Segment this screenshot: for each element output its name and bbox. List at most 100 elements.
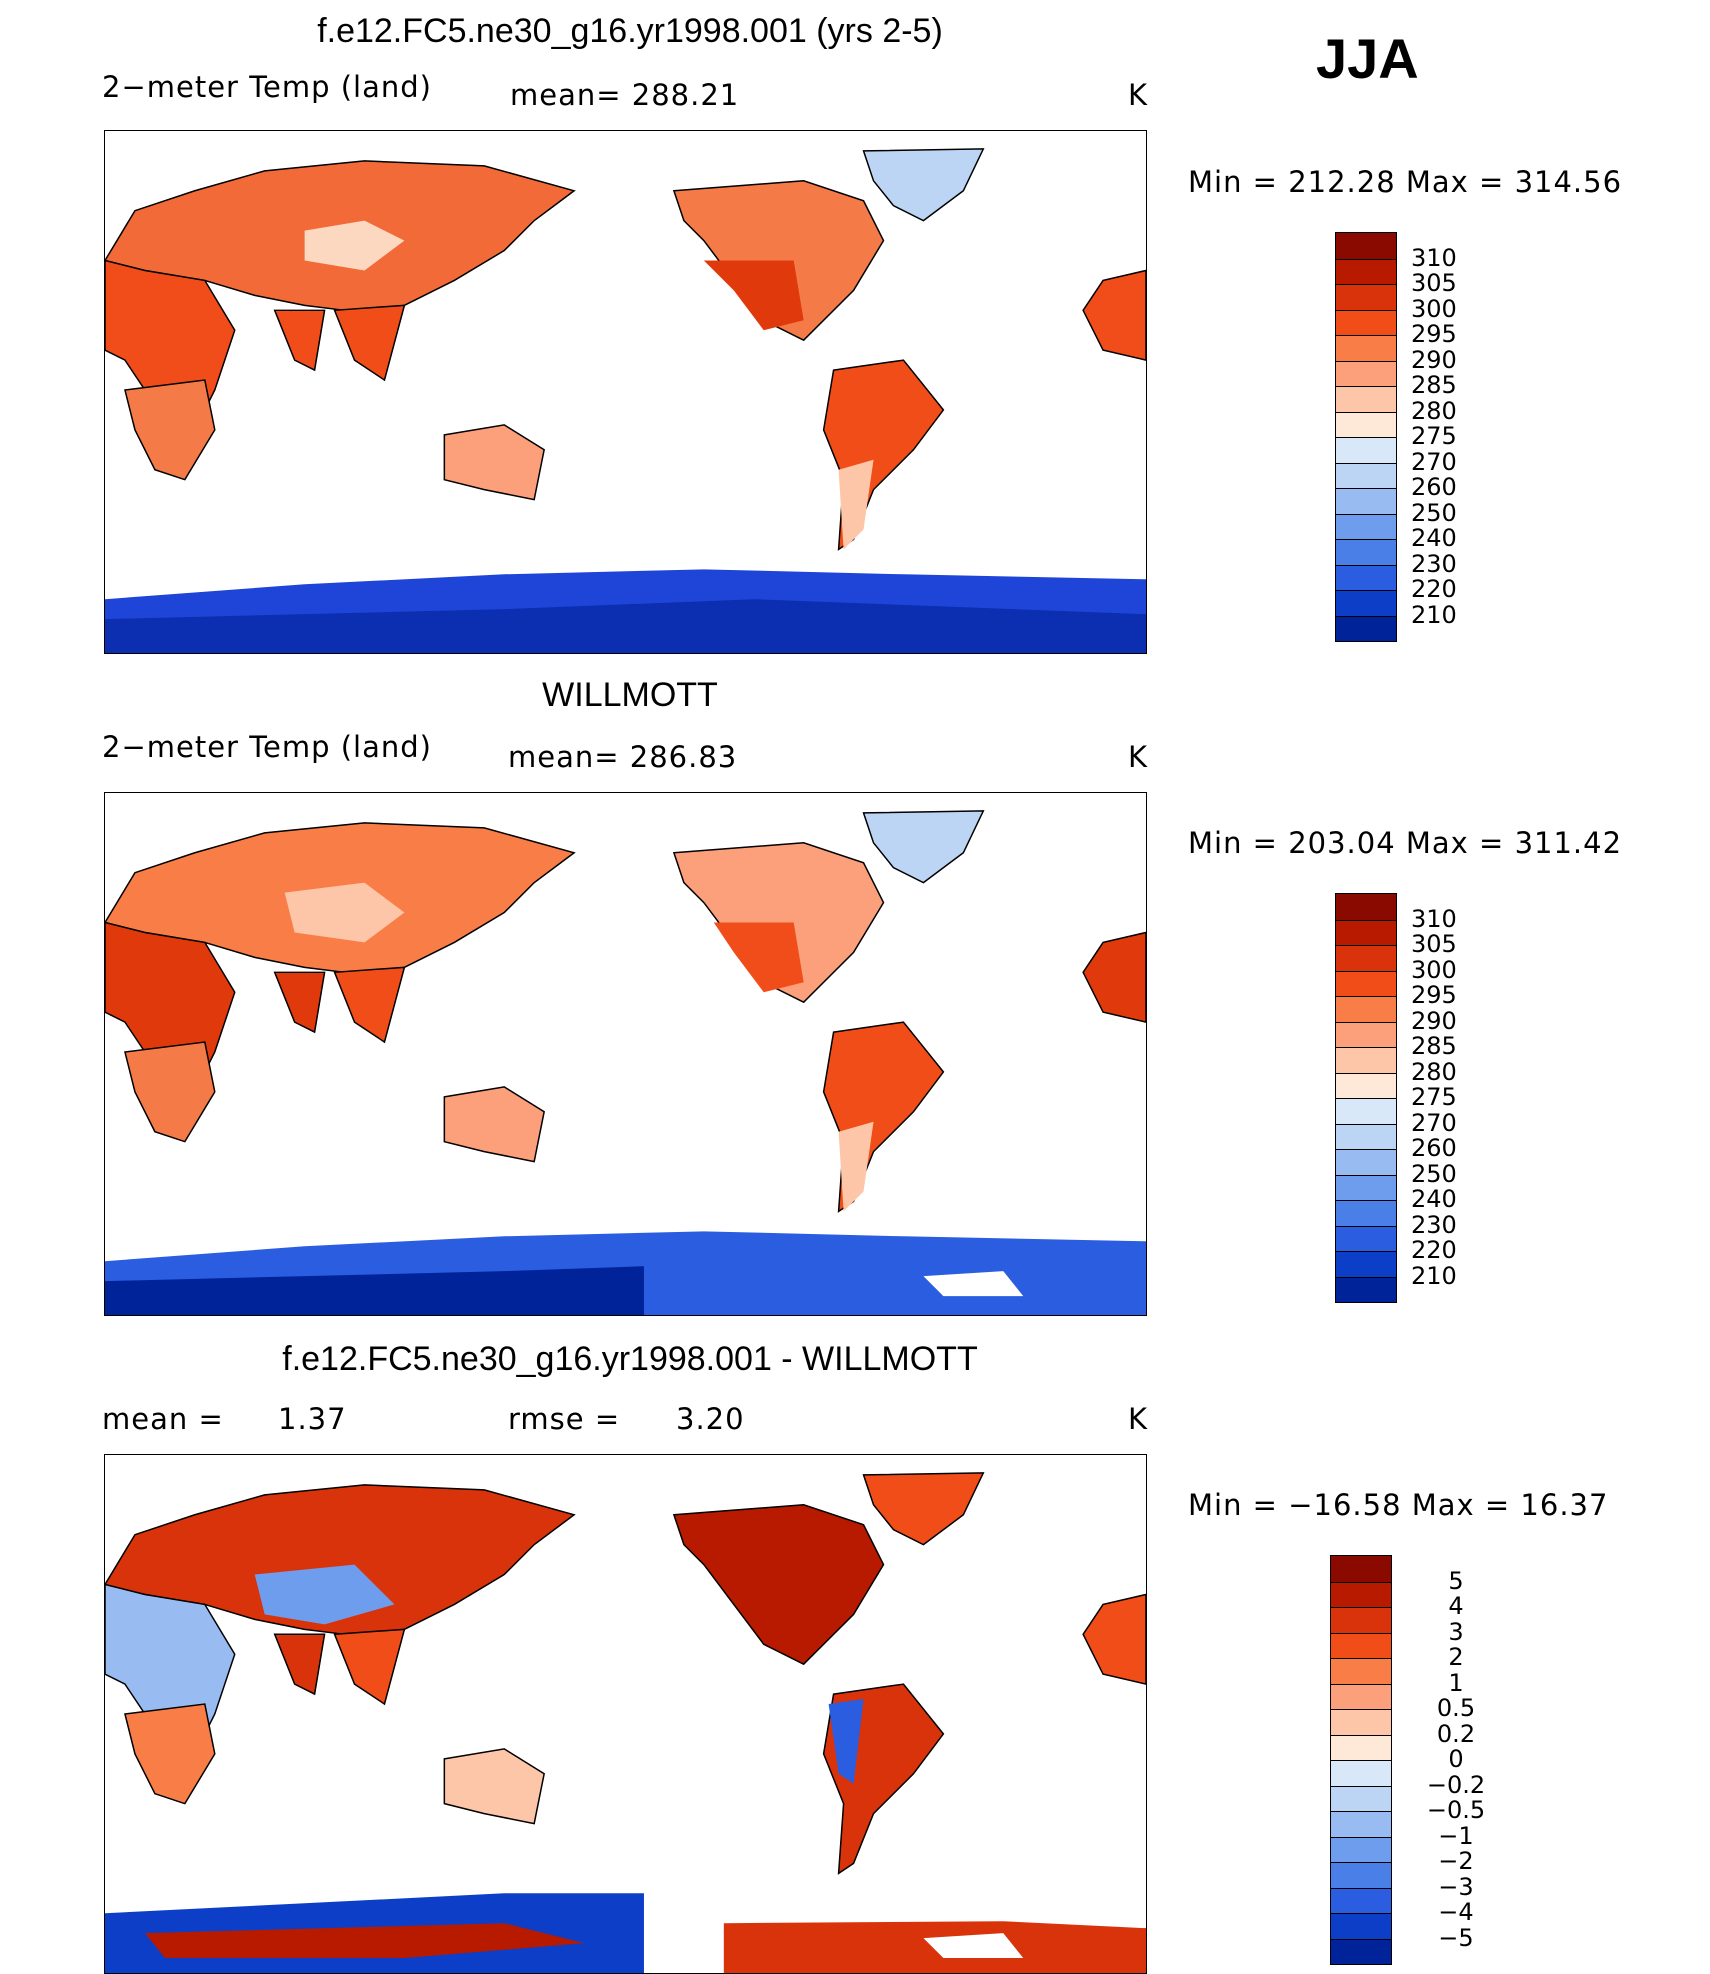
colorbar-segment	[1336, 488, 1396, 514]
colorbar-segment	[1331, 1836, 1391, 1862]
panel-2-title: WILLMOTT	[542, 676, 718, 714]
panel-1-minmax: Min = 212.28 Max = 314.56	[1188, 165, 1623, 199]
colorbar-tick-label: 230	[1411, 1210, 1457, 1239]
colorbar-tick-label: −3	[1438, 1872, 1474, 1901]
colorbar-segment	[1331, 1887, 1391, 1913]
map-canvas-3	[105, 1472, 1146, 1973]
colorbar-segment	[1336, 1123, 1396, 1149]
colorbar-tick-label: 295	[1411, 320, 1457, 348]
colorbar-segment	[1336, 335, 1396, 361]
map-canvas-1	[105, 148, 1146, 653]
colorbar-tick-label: −5	[1438, 1923, 1474, 1952]
colorbar-tick-label: 4	[1448, 1592, 1464, 1620]
colorbar-tick-label: 5	[1448, 1566, 1464, 1595]
colorbar-segment	[1336, 970, 1396, 996]
colorbar-segment	[1336, 1021, 1396, 1047]
panel-3-title: f.e12.FC5.ne30_g16.yr1998.001 - WILLMOTT	[282, 1340, 978, 1378]
colorbar-tick-label: 220	[1411, 575, 1457, 603]
colorbar-tick-label: 1	[1448, 1668, 1464, 1697]
colorbar-segment	[1331, 1938, 1391, 1964]
colorbar-segment	[1336, 360, 1396, 386]
difference-map	[104, 1454, 1147, 1974]
colorbar-segment	[1336, 258, 1396, 284]
colorbar-segment	[1336, 1174, 1396, 1200]
colorbar-tick-label: −0.2	[1426, 1770, 1486, 1799]
panel-2-variable-label: 2−meter Temp (land)	[102, 730, 432, 764]
colorbar-tick-label: 310	[1411, 243, 1457, 272]
colorbar-tick-label: 240	[1411, 524, 1457, 552]
colorbar-tick-label: 300	[1411, 294, 1457, 323]
colorbar-tick-label: −1	[1438, 1821, 1474, 1850]
colorbar-tick-label: 0.2	[1436, 1719, 1476, 1748]
colorbar-tick-label: 295	[1411, 981, 1457, 1009]
obs-temperature-map	[104, 792, 1147, 1316]
season-label: JJA	[1316, 27, 1419, 90]
colorbar-tick-label: 260	[1411, 473, 1457, 501]
panel-1-units-label: K	[1128, 78, 1149, 112]
colorbar-segment	[1336, 462, 1396, 488]
panel-2-mean-label: mean= 286.83	[508, 740, 738, 774]
colorbar-segment	[1336, 513, 1396, 539]
colorbar-segment	[1336, 386, 1396, 412]
colorbar-tick-label: 270	[1411, 447, 1457, 476]
map-canvas-2	[105, 810, 1146, 1315]
panel-3-rmse-value: 3.20	[676, 1402, 745, 1436]
panel-2-colorbar	[1335, 893, 1397, 1303]
panel-3-mean-value: 1.37	[278, 1402, 347, 1436]
colorbar-tick-label: 210	[1411, 600, 1457, 629]
panel-1-variable-label: 2−meter Temp (land)	[102, 70, 432, 104]
colorbar-segment	[1336, 1047, 1396, 1073]
colorbar-segment	[1336, 1072, 1396, 1098]
colorbar-segment	[1331, 1862, 1391, 1888]
colorbar-segment	[1336, 233, 1396, 259]
panel-3-minmax: Min = −16.58 Max = 16.37	[1188, 1488, 1609, 1522]
colorbar-tick-label: 220	[1411, 1236, 1457, 1264]
colorbar-segment	[1331, 1581, 1391, 1607]
colorbar-segment	[1336, 1251, 1396, 1277]
colorbar-segment	[1331, 1913, 1391, 1939]
colorbar-tick-label: 270	[1411, 1108, 1457, 1137]
colorbar-segment	[1336, 539, 1396, 565]
colorbar-segment	[1336, 590, 1396, 616]
panel-3-mean-label: mean =	[102, 1402, 224, 1436]
colorbar-segment	[1331, 1658, 1391, 1684]
colorbar-tick-label: 280	[1411, 1057, 1457, 1086]
colorbar-segment	[1331, 1785, 1391, 1811]
colorbar-tick-label: 275	[1411, 1083, 1457, 1111]
colorbar-tick-label: −2	[1438, 1847, 1474, 1875]
colorbar-segment	[1336, 894, 1396, 920]
colorbar-tick-label: 300	[1411, 955, 1457, 984]
colorbar-tick-label: 250	[1411, 498, 1457, 527]
colorbar-segment	[1336, 1149, 1396, 1175]
colorbar-segment	[1336, 437, 1396, 463]
colorbar-tick-label: 260	[1411, 1134, 1457, 1162]
colorbar-segment	[1331, 1556, 1391, 1582]
colorbar-tick-label: 2	[1448, 1643, 1464, 1671]
colorbar-tick-label: 280	[1411, 396, 1457, 425]
panel-1-mean-label: mean= 288.21	[510, 78, 740, 112]
colorbar-segment	[1336, 615, 1396, 641]
panel-3-units-label: K	[1128, 1402, 1149, 1436]
colorbar-tick-label: 0	[1448, 1745, 1464, 1773]
colorbar-tick-label: −0.5	[1426, 1796, 1486, 1824]
colorbar-tick-label: 240	[1411, 1185, 1457, 1213]
colorbar-tick-label: 290	[1411, 345, 1457, 374]
colorbar-segment	[1331, 1811, 1391, 1837]
colorbar-segment	[1336, 1200, 1396, 1226]
panel-2-minmax: Min = 203.04 Max = 311.42	[1188, 826, 1623, 860]
colorbar-segment	[1336, 284, 1396, 310]
colorbar-segment	[1336, 1225, 1396, 1251]
colorbar-tick-label: 310	[1411, 904, 1457, 933]
colorbar-tick-label: 275	[1411, 422, 1457, 450]
model-temperature-map	[104, 130, 1147, 654]
colorbar-tick-label: 285	[1411, 1032, 1457, 1060]
colorbar-segment	[1331, 1683, 1391, 1709]
colorbar-segment	[1336, 564, 1396, 590]
colorbar-segment	[1336, 919, 1396, 945]
colorbar-segment	[1331, 1709, 1391, 1735]
colorbar-segment	[1336, 1276, 1396, 1302]
colorbar-segment	[1336, 1098, 1396, 1124]
colorbar-tick-label: 250	[1411, 1159, 1457, 1188]
colorbar-tick-label: 3	[1448, 1617, 1464, 1646]
colorbar-segment	[1331, 1760, 1391, 1786]
